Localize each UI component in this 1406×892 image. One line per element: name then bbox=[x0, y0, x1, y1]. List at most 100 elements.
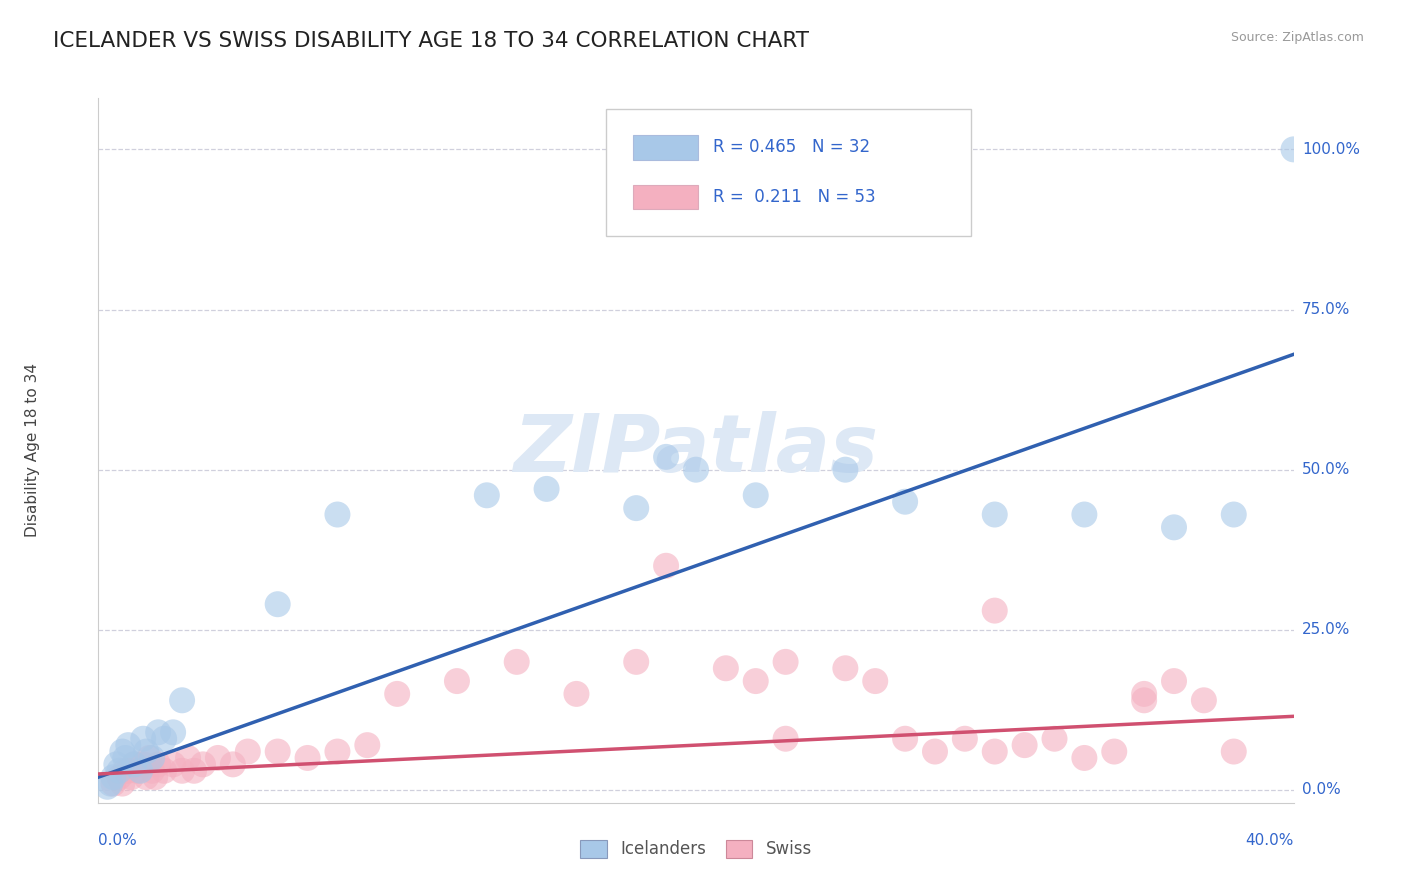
Point bbox=[148, 725, 170, 739]
Point bbox=[96, 780, 118, 794]
Point bbox=[1133, 693, 1156, 707]
Text: 75.0%: 75.0% bbox=[1302, 302, 1350, 317]
Point bbox=[775, 655, 797, 669]
Point bbox=[222, 757, 245, 772]
Point bbox=[326, 508, 349, 522]
Point bbox=[114, 751, 136, 765]
Text: R = 0.465   N = 32: R = 0.465 N = 32 bbox=[713, 138, 870, 156]
Text: Disability Age 18 to 34: Disability Age 18 to 34 bbox=[25, 363, 41, 538]
Text: 40.0%: 40.0% bbox=[1246, 833, 1294, 848]
Point bbox=[685, 463, 707, 477]
Point bbox=[141, 751, 163, 765]
Point bbox=[626, 501, 648, 516]
FancyBboxPatch shape bbox=[633, 135, 699, 160]
Point bbox=[236, 745, 259, 759]
Point bbox=[183, 764, 205, 778]
Point bbox=[108, 770, 131, 784]
Point bbox=[446, 674, 468, 689]
Point bbox=[117, 738, 139, 752]
Point bbox=[124, 757, 146, 772]
Point bbox=[207, 751, 229, 765]
Point bbox=[865, 674, 887, 689]
Point bbox=[475, 488, 498, 502]
Point bbox=[984, 508, 1007, 522]
Text: ZIPatlas: ZIPatlas bbox=[513, 411, 879, 490]
Point bbox=[1073, 508, 1095, 522]
Point bbox=[162, 725, 184, 739]
Point bbox=[953, 731, 976, 746]
Point bbox=[172, 693, 194, 707]
Point bbox=[114, 764, 136, 778]
Point bbox=[1192, 693, 1215, 707]
Point bbox=[894, 494, 917, 508]
Point bbox=[143, 770, 166, 784]
Text: 100.0%: 100.0% bbox=[1302, 142, 1360, 157]
Point bbox=[894, 731, 917, 746]
Point bbox=[924, 745, 946, 759]
Point bbox=[834, 463, 856, 477]
Point bbox=[297, 751, 319, 765]
Point bbox=[745, 674, 768, 689]
Point bbox=[153, 731, 176, 746]
Point bbox=[714, 661, 737, 675]
Point bbox=[111, 745, 134, 759]
Point bbox=[984, 604, 1007, 618]
Point bbox=[117, 764, 139, 778]
Point bbox=[148, 757, 170, 772]
Point bbox=[326, 745, 349, 759]
Point bbox=[124, 757, 146, 772]
Point bbox=[1223, 745, 1246, 759]
Point bbox=[177, 751, 200, 765]
Point bbox=[984, 745, 1007, 759]
Point bbox=[267, 745, 290, 759]
Point bbox=[356, 738, 378, 752]
Point bbox=[103, 770, 125, 784]
Point bbox=[745, 488, 768, 502]
Text: 25.0%: 25.0% bbox=[1302, 623, 1350, 637]
Point bbox=[132, 731, 155, 746]
Point bbox=[655, 450, 678, 464]
Point bbox=[1104, 745, 1126, 759]
Point bbox=[135, 770, 157, 784]
Point bbox=[506, 655, 529, 669]
Text: 0.0%: 0.0% bbox=[98, 833, 138, 848]
Point bbox=[626, 655, 648, 669]
Point bbox=[111, 776, 134, 790]
Point bbox=[1223, 508, 1246, 522]
Legend: Icelanders, Swiss: Icelanders, Swiss bbox=[574, 833, 818, 865]
Point bbox=[108, 764, 131, 778]
Point bbox=[191, 757, 214, 772]
Point bbox=[775, 731, 797, 746]
Point bbox=[1014, 738, 1036, 752]
Point bbox=[98, 776, 122, 790]
Point bbox=[565, 687, 588, 701]
Point bbox=[655, 558, 678, 573]
Point bbox=[1163, 674, 1185, 689]
Point bbox=[172, 764, 194, 778]
Text: 0.0%: 0.0% bbox=[1302, 782, 1340, 797]
Point bbox=[132, 757, 155, 772]
Point bbox=[1163, 520, 1185, 534]
Point bbox=[141, 764, 163, 778]
Point bbox=[138, 751, 160, 765]
Point bbox=[1073, 751, 1095, 765]
Text: R =  0.211   N = 53: R = 0.211 N = 53 bbox=[713, 188, 876, 206]
Text: Source: ZipAtlas.com: Source: ZipAtlas.com bbox=[1230, 31, 1364, 45]
Point bbox=[129, 764, 152, 778]
Point bbox=[162, 757, 184, 772]
Point bbox=[267, 597, 290, 611]
Point bbox=[536, 482, 558, 496]
Text: ICELANDER VS SWISS DISABILITY AGE 18 TO 34 CORRELATION CHART: ICELANDER VS SWISS DISABILITY AGE 18 TO … bbox=[53, 31, 810, 51]
Point bbox=[1133, 687, 1156, 701]
Text: 50.0%: 50.0% bbox=[1302, 462, 1350, 477]
Point bbox=[1282, 142, 1305, 156]
Point bbox=[834, 661, 856, 675]
Point bbox=[103, 776, 125, 790]
FancyBboxPatch shape bbox=[606, 109, 972, 235]
Point bbox=[105, 757, 128, 772]
Point bbox=[127, 764, 149, 778]
FancyBboxPatch shape bbox=[633, 185, 699, 210]
Point bbox=[135, 745, 157, 759]
Point bbox=[153, 764, 176, 778]
Point bbox=[120, 770, 142, 784]
